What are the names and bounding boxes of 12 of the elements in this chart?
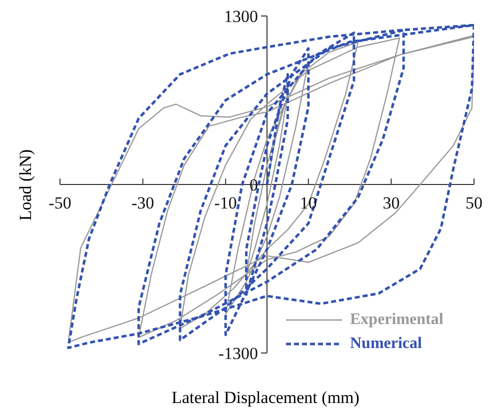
y-tick-label: 1300 bbox=[224, 7, 258, 26]
legend-label: Numerical bbox=[350, 335, 422, 353]
x-tick-label: 30 bbox=[382, 194, 400, 212]
x-tick-label: 50 bbox=[466, 194, 482, 212]
x-tick-label: -50 bbox=[48, 194, 72, 212]
x-axis-title: Lateral Displacement (mm) bbox=[170, 388, 360, 408]
y-tick-label: -1300 bbox=[218, 344, 258, 363]
x-tick-label: -10 bbox=[214, 194, 237, 212]
x-tick-label: -30 bbox=[131, 194, 154, 212]
y-axis-title: Load (kN) bbox=[16, 148, 36, 220]
legend-label: Experimental bbox=[350, 311, 444, 329]
x-tick-label: 10 bbox=[300, 194, 317, 212]
